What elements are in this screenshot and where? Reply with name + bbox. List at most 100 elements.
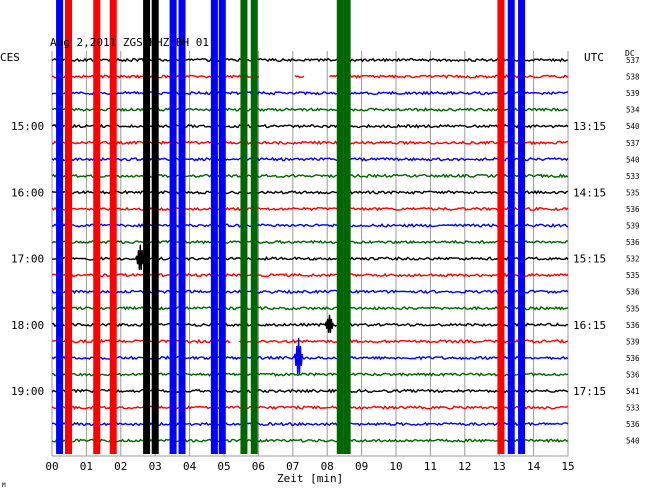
- x-tick-label: 11: [424, 460, 437, 473]
- event-burst-band: [169, 0, 177, 454]
- right-timezone-label: UTC: [584, 51, 604, 64]
- right-time-label: 16:15: [573, 319, 606, 332]
- seismic-spike: [324, 314, 334, 333]
- dc-value-label: 536: [626, 321, 640, 330]
- seismic-trace: [51, 57, 569, 63]
- seismic-trace: [51, 206, 569, 212]
- dc-value-label: 533: [626, 172, 640, 181]
- dc-value-label: 535: [626, 188, 640, 197]
- event-burst-band: [218, 0, 226, 454]
- labels: Aug 2,2011 ZGS HHZ BH 01 CES UTC DC Zeit…: [0, 36, 635, 489]
- event-bursts: [56, 0, 526, 454]
- event-burst-band: [518, 0, 526, 454]
- right-time-label: 13:15: [573, 120, 606, 133]
- dc-value-label: 537: [626, 139, 640, 148]
- x-tick-label: 12: [458, 460, 471, 473]
- dc-value-label: 536: [626, 238, 640, 247]
- x-tick-label: 13: [493, 460, 506, 473]
- dc-value-label: 538: [626, 73, 640, 82]
- event-burst-band: [65, 0, 73, 454]
- right-time-label: 15:15: [573, 253, 606, 266]
- dc-value-label: 535: [626, 304, 640, 313]
- right-time-label: 14:15: [573, 186, 606, 199]
- seismic-trace: [51, 322, 569, 328]
- traces: [51, 57, 569, 444]
- event-burst-band: [507, 0, 515, 454]
- seismic-trace: [51, 272, 569, 278]
- dc-value-label: 532: [626, 255, 640, 264]
- dc-value-label: 539: [626, 89, 640, 98]
- event-burst-band: [56, 0, 64, 454]
- seismic-trace: [51, 438, 569, 444]
- seismic-spike: [135, 244, 145, 270]
- seismic-trace: [51, 173, 569, 179]
- seismic-trace: [51, 405, 569, 410]
- right-time-label: 17:15: [573, 385, 606, 398]
- event-burst-band: [343, 0, 351, 454]
- dc-value-label: 534: [626, 106, 640, 115]
- x-tick-label: 01: [80, 460, 93, 473]
- x-tick-label: 02: [114, 460, 127, 473]
- seismic-trace: [51, 388, 569, 394]
- seismic-trace: [51, 140, 569, 146]
- event-burst-band: [93, 0, 101, 454]
- x-tick-label: 06: [252, 460, 265, 473]
- event-burst-band: [250, 0, 258, 454]
- x-tick-label: 00: [45, 460, 58, 473]
- dc-value-label: 537: [626, 56, 640, 65]
- dc-value-label: 533: [626, 404, 640, 413]
- left-time-label: 17:00: [11, 253, 44, 266]
- left-time-label: 19:00: [11, 385, 44, 398]
- dc-value-label: 541: [626, 387, 640, 396]
- dc-value-label: 536: [626, 205, 640, 214]
- seismic-trace: [51, 222, 569, 229]
- seismic-spike: [293, 337, 303, 374]
- footer-mark: M: [2, 482, 6, 489]
- x-tick-label: 08: [321, 460, 334, 473]
- event-burst-band: [240, 0, 248, 454]
- seismic-trace: [51, 355, 569, 361]
- dc-value-label: 536: [626, 370, 640, 379]
- dc-value-label: 540: [626, 122, 640, 131]
- dc-label: DC: [625, 49, 635, 58]
- seismic-trace: [51, 90, 569, 96]
- seismic-trace: [51, 156, 569, 162]
- seismic-trace: [51, 239, 569, 245]
- dc-value-label: 539: [626, 337, 640, 346]
- seismic-trace: [51, 372, 569, 377]
- event-burst-band: [210, 0, 218, 454]
- left-time-label: 16:00: [11, 186, 44, 199]
- x-tick-label: 03: [149, 460, 162, 473]
- dc-value-label: 540: [626, 155, 640, 164]
- dc-value-label: 536: [626, 420, 640, 429]
- x-tick-label: 05: [217, 460, 230, 473]
- seismic-trace: [51, 189, 569, 195]
- dc-value-label: 536: [626, 354, 640, 363]
- event-burst-band: [336, 0, 344, 454]
- event-burst-band: [497, 0, 505, 454]
- x-tick-label: 10: [389, 460, 402, 473]
- x-tick-label: 04: [183, 460, 197, 473]
- event-burst-band: [109, 0, 117, 454]
- event-burst-band: [151, 0, 159, 454]
- seismic-trace: [51, 305, 569, 311]
- left-timezone-label: CES: [0, 51, 20, 64]
- left-time-label: 18:00: [11, 319, 44, 332]
- seismic-trace: [51, 123, 569, 129]
- axis-labels: 00 01 02 03 04 05 06 07 08 09 10 11 12 13 14 15 537 538 53…: [11, 56, 640, 473]
- left-time-label: 15:00: [11, 120, 44, 133]
- x-tick-label: 14: [527, 460, 541, 473]
- x-tick-label: 09: [355, 460, 368, 473]
- dc-value-label: 536: [626, 288, 640, 297]
- dc-value-label: 540: [626, 437, 640, 446]
- x-tick-label: 07: [286, 460, 299, 473]
- x-tick-label: 15: [561, 460, 574, 473]
- event-burst-band: [178, 0, 186, 454]
- event-burst-band: [143, 0, 151, 454]
- dc-value-label: 539: [626, 222, 640, 231]
- dc-value-label: 535: [626, 271, 640, 280]
- seismic-trace: [51, 421, 569, 427]
- seismic-trace: [51, 289, 569, 295]
